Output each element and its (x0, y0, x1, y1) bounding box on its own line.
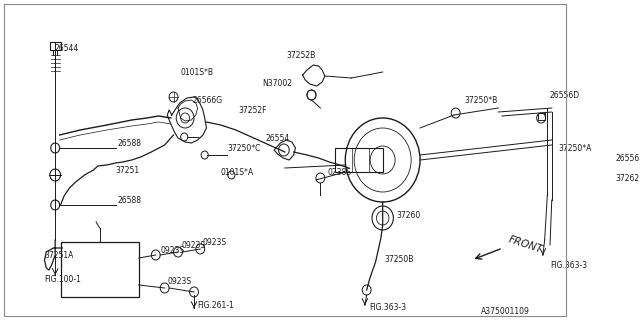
Text: 37252F: 37252F (239, 106, 267, 115)
Bar (50, 42, 61, 50)
Text: N37002: N37002 (262, 78, 292, 87)
Bar (335, 148, 383, 172)
Text: 26556D: 26556D (616, 154, 640, 163)
Text: 26566G: 26566G (192, 95, 222, 105)
Text: 37250*A: 37250*A (559, 143, 592, 153)
Text: 0923S: 0923S (167, 277, 191, 286)
Text: 26556D: 26556D (550, 91, 580, 100)
Bar (61, 242, 139, 297)
Text: 26588: 26588 (118, 196, 141, 204)
Text: 26544: 26544 (54, 44, 79, 52)
Text: 37251A: 37251A (45, 251, 74, 260)
Text: 37250B: 37250B (385, 255, 414, 265)
Text: 37262: 37262 (616, 173, 640, 182)
Text: 0923S: 0923S (160, 245, 184, 254)
Text: FIG.261-1: FIG.261-1 (198, 300, 234, 309)
Text: FRONT: FRONT (508, 235, 544, 255)
Text: A375001109: A375001109 (481, 308, 529, 316)
Text: FIG.363-3: FIG.363-3 (369, 303, 406, 313)
Text: FIG.100-1: FIG.100-1 (45, 276, 81, 284)
Text: 0238S: 0238S (328, 167, 351, 177)
Text: 37251: 37251 (116, 165, 140, 174)
Text: 37250*B: 37250*B (465, 95, 498, 105)
Bar (605, 158, 612, 166)
Text: 0923S: 0923S (203, 237, 227, 246)
Text: 26554: 26554 (265, 133, 289, 142)
Text: FIG.363-3: FIG.363-3 (550, 260, 587, 269)
Text: 37250*C: 37250*C (227, 143, 260, 153)
Text: 26588: 26588 (118, 139, 141, 148)
Bar (538, 113, 545, 120)
Text: 0923S: 0923S (182, 241, 205, 250)
Text: 0101S*A: 0101S*A (221, 167, 254, 177)
Text: 0101S*B: 0101S*B (180, 68, 214, 76)
Text: 37260: 37260 (396, 211, 420, 220)
Text: 37252B: 37252B (286, 51, 316, 60)
